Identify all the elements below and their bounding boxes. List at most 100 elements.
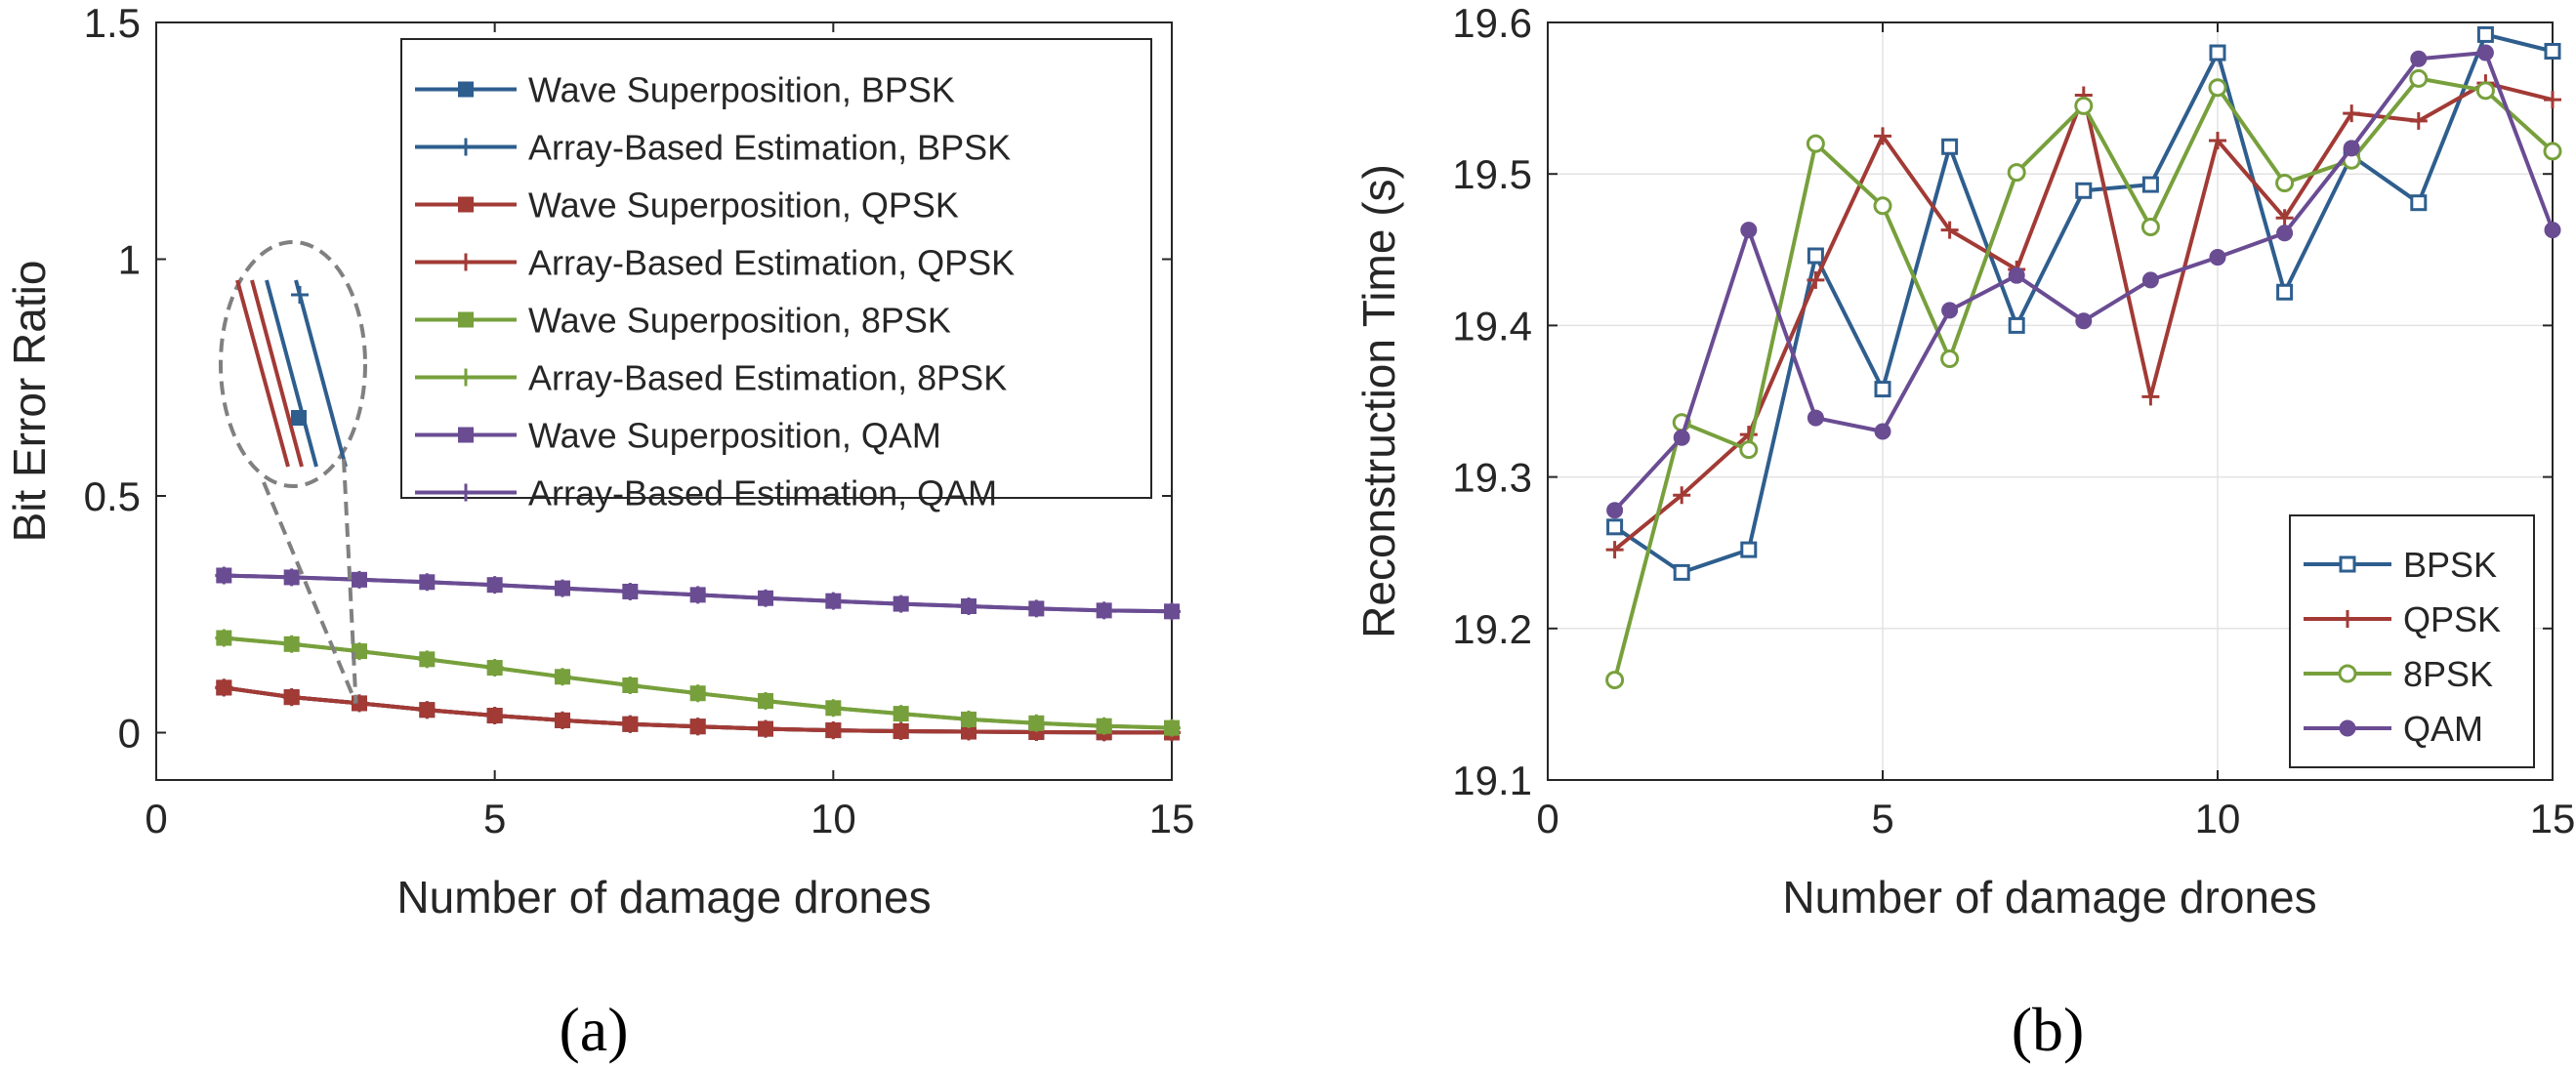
panel-b-point-bpsk-x9: [2141, 176, 2159, 193]
panel-a-legend-marker-wave-superposition-qam: [458, 427, 474, 443]
panel-b-point-qpsk-x5: [1874, 127, 1891, 145]
panel-b-point-qam-x14: [2476, 44, 2494, 62]
panel-a-point-array-based-estimation-qam-x12: [960, 597, 977, 616]
panel-a-legend-box: [400, 38, 1152, 499]
panel-b-point-qpsk-x6: [1940, 221, 1959, 239]
panel-a-label: (a): [559, 995, 628, 1064]
panel-b-point-qam-x3: [1740, 222, 1758, 239]
panel-b-point-8psk-x14: [2475, 81, 2495, 101]
panel-a-x-tick-label: 5: [483, 796, 506, 841]
panel-a-legend-label-array-based-estimation-qpsk: Array-Based Estimation, QPSK: [528, 242, 1015, 282]
panel-b-point-bpsk-x14: [2476, 25, 2494, 43]
panel-a-legend-label-wave-superposition-qpsk: Wave Superposition, QPSK: [528, 185, 959, 225]
panel-b-series: [1605, 25, 2562, 690]
panel-b-point-8psk-x6: [1940, 349, 1960, 369]
panel-b-x-tick-label: 10: [2195, 796, 2241, 841]
panel-b-point-bpsk-x11: [2276, 283, 2294, 301]
panel-b-point-bpsk-x8: [2075, 182, 2093, 199]
panel-b-point-qpsk-x1: [1605, 541, 1624, 559]
panel-a-point-array-based-estimation-qpsk-x10: [824, 721, 843, 740]
panel-b-point-bpsk-x10: [2209, 44, 2226, 62]
panel-b-point-qpsk-x9: [2141, 388, 2160, 406]
panel-a-legend-label-array-based-estimation-8psk: Array-Based Estimation, 8PSK: [528, 357, 1007, 397]
panel-a-zoom-line-wave-qpsk: [235, 279, 290, 468]
panel-b-point-8psk-x1: [1605, 671, 1625, 690]
panel-a-y-tick-label: 0: [118, 711, 141, 757]
panel-b-legend-item-bpsk: BPSK: [2304, 545, 2497, 585]
panel-a-legend-marker-array-based-estimation-8psk: [457, 368, 475, 387]
panel-b-legend-item-8psk: 8PSK: [2304, 654, 2493, 694]
panel-a-point-array-based-estimation-8psk-x10: [824, 699, 843, 718]
panel-b-point-qam-x13: [2410, 50, 2428, 67]
panel-b-point-8psk-x13: [2409, 68, 2429, 88]
panel-b-point-qpsk-x2: [1673, 486, 1691, 505]
panel-b-point-qpsk-x4: [1807, 270, 1825, 289]
panel-b-point-qam-x8: [2075, 312, 2093, 330]
panel-a-x-axis-label: Number of damage drones: [396, 872, 931, 923]
panel-b-ticks: 0 5 10 15 19.1 19.2 19.3 19.4 19.5 19.6: [1452, 0, 2575, 841]
panel-b-point-qam-x12: [2343, 140, 2360, 157]
panel-a-x-tick-label: 15: [1149, 796, 1195, 841]
panel-a-zoom-line-array-qpsk: [250, 279, 304, 468]
panel-a-point-array-based-estimation-8psk-x6: [554, 668, 571, 686]
panel-a-point-array-based-estimation-qpsk-x5: [485, 707, 504, 725]
panel-a-point-array-based-estimation-qam-x13: [1027, 599, 1046, 618]
panel-b-point-qam-x7: [2008, 267, 2025, 284]
panel-a-point-array-based-estimation-qam-x4: [418, 573, 436, 592]
panel-a-legend-marker-array-based-estimation-bpsk: [457, 138, 475, 156]
panel-b-point-qam-x2: [1673, 429, 1690, 446]
panel-a-point-array-based-estimation-qam-x15: [1163, 602, 1181, 621]
panel-a-point-array-based-estimation-8psk-x5: [485, 659, 504, 677]
panel-b-point-qam-x6: [1941, 302, 1959, 319]
panel-b-legend-label-qam: QAM: [2403, 709, 2483, 749]
panel-b-x-tick-label: 5: [1871, 796, 1893, 841]
panel-b-point-8psk-x8: [2074, 96, 2094, 115]
panel-b-point-bpsk-x6: [1941, 138, 1959, 155]
panel-a-zoom-marker-wave-bpsk: [291, 410, 307, 426]
panel-b-point-bpsk-x3: [1740, 541, 1758, 558]
panel-a-point-array-based-estimation-8psk-x1: [215, 629, 233, 647]
panel-a-series: [215, 566, 1181, 742]
panel-a-y-axis-label: Bit Error Ratio: [4, 261, 55, 543]
panel-a-point-array-based-estimation-8psk-x12: [960, 710, 977, 728]
panel-b-point-qam-x9: [2141, 271, 2159, 289]
panel-b-point-qam-x10: [2209, 249, 2226, 267]
panel-b-legend-marker-8psk: [2338, 664, 2357, 683]
panel-a-x-tick-label: 0: [145, 796, 167, 841]
panel-a-y-tick-label: 1: [118, 237, 141, 283]
panel-b-point-qam-x5: [1874, 423, 1891, 440]
panel-a-point-array-based-estimation-qpsk-x8: [688, 718, 707, 736]
panel-b-y-tick-label: 19.2: [1452, 606, 1532, 652]
panel-b-legend: BPSK QPSK 8PSK QAM: [2289, 514, 2535, 768]
panel-b-point-bpsk-x15: [2544, 42, 2561, 60]
panel-a-point-array-based-estimation-8psk-x7: [621, 677, 640, 694]
panel-b-label: (b): [2012, 995, 2085, 1064]
panel-a-legend-marker-wave-superposition-bpsk: [458, 81, 474, 98]
panel-a-legend-item-wave-superposition-bpsk: Wave Superposition, BPSK: [415, 69, 955, 109]
panel-a-point-array-based-estimation-qam-x7: [621, 582, 640, 600]
panel-a-legend-item-array-based-estimation-qpsk: Array-Based Estimation, QPSK: [415, 242, 1015, 282]
panel-a-legend-item-wave-superposition-8psk: Wave Superposition, 8PSK: [415, 300, 951, 340]
panel-b-series-8psk: [1605, 68, 2562, 690]
panel-a-zoom-line-array-bpsk: [294, 279, 348, 468]
panel-a-point-array-based-estimation-qam-x10: [824, 592, 843, 610]
panel-b-y-tick-label: 19.3: [1452, 455, 1532, 501]
panel-a-point-array-based-estimation-qpsk-x9: [757, 719, 774, 738]
panel-b-point-qam-x11: [2276, 225, 2294, 242]
panel-a-zoom-inset: [219, 240, 367, 705]
panel-b-y-tick-label: 19.4: [1452, 303, 1532, 349]
panel-a-series-array-based-estimation-qam: [215, 566, 1181, 621]
panel-b-legend-item-qpsk: QPSK: [2304, 599, 2501, 639]
panel-a-point-array-based-estimation-8psk-x3: [351, 642, 368, 661]
panel-a-legend-label-wave-superposition-qam: Wave Superposition, QAM: [528, 415, 941, 455]
panel-a-bit-error-ratio-chart: 0 5 10 15 0 0.5 1 1.5 Wave Superposition, BPSK A…: [4, 0, 1194, 1064]
panel-a-point-array-based-estimation-qam-x2: [282, 568, 301, 587]
panel-a-point-array-based-estimation-qam-x8: [688, 586, 707, 604]
panel-a-legend-item-array-based-estimation-8psk: Array-Based Estimation, 8PSK: [415, 357, 1007, 397]
panel-a-point-array-based-estimation-8psk-x8: [688, 684, 707, 703]
panel-a-zoom-leader-line: [342, 458, 358, 704]
panel-a-series-array-based-estimation-qpsk: [215, 678, 1181, 742]
panel-a-point-array-based-estimation-8psk-x2: [282, 635, 301, 653]
panel-b-point-8psk-x3: [1739, 440, 1759, 460]
